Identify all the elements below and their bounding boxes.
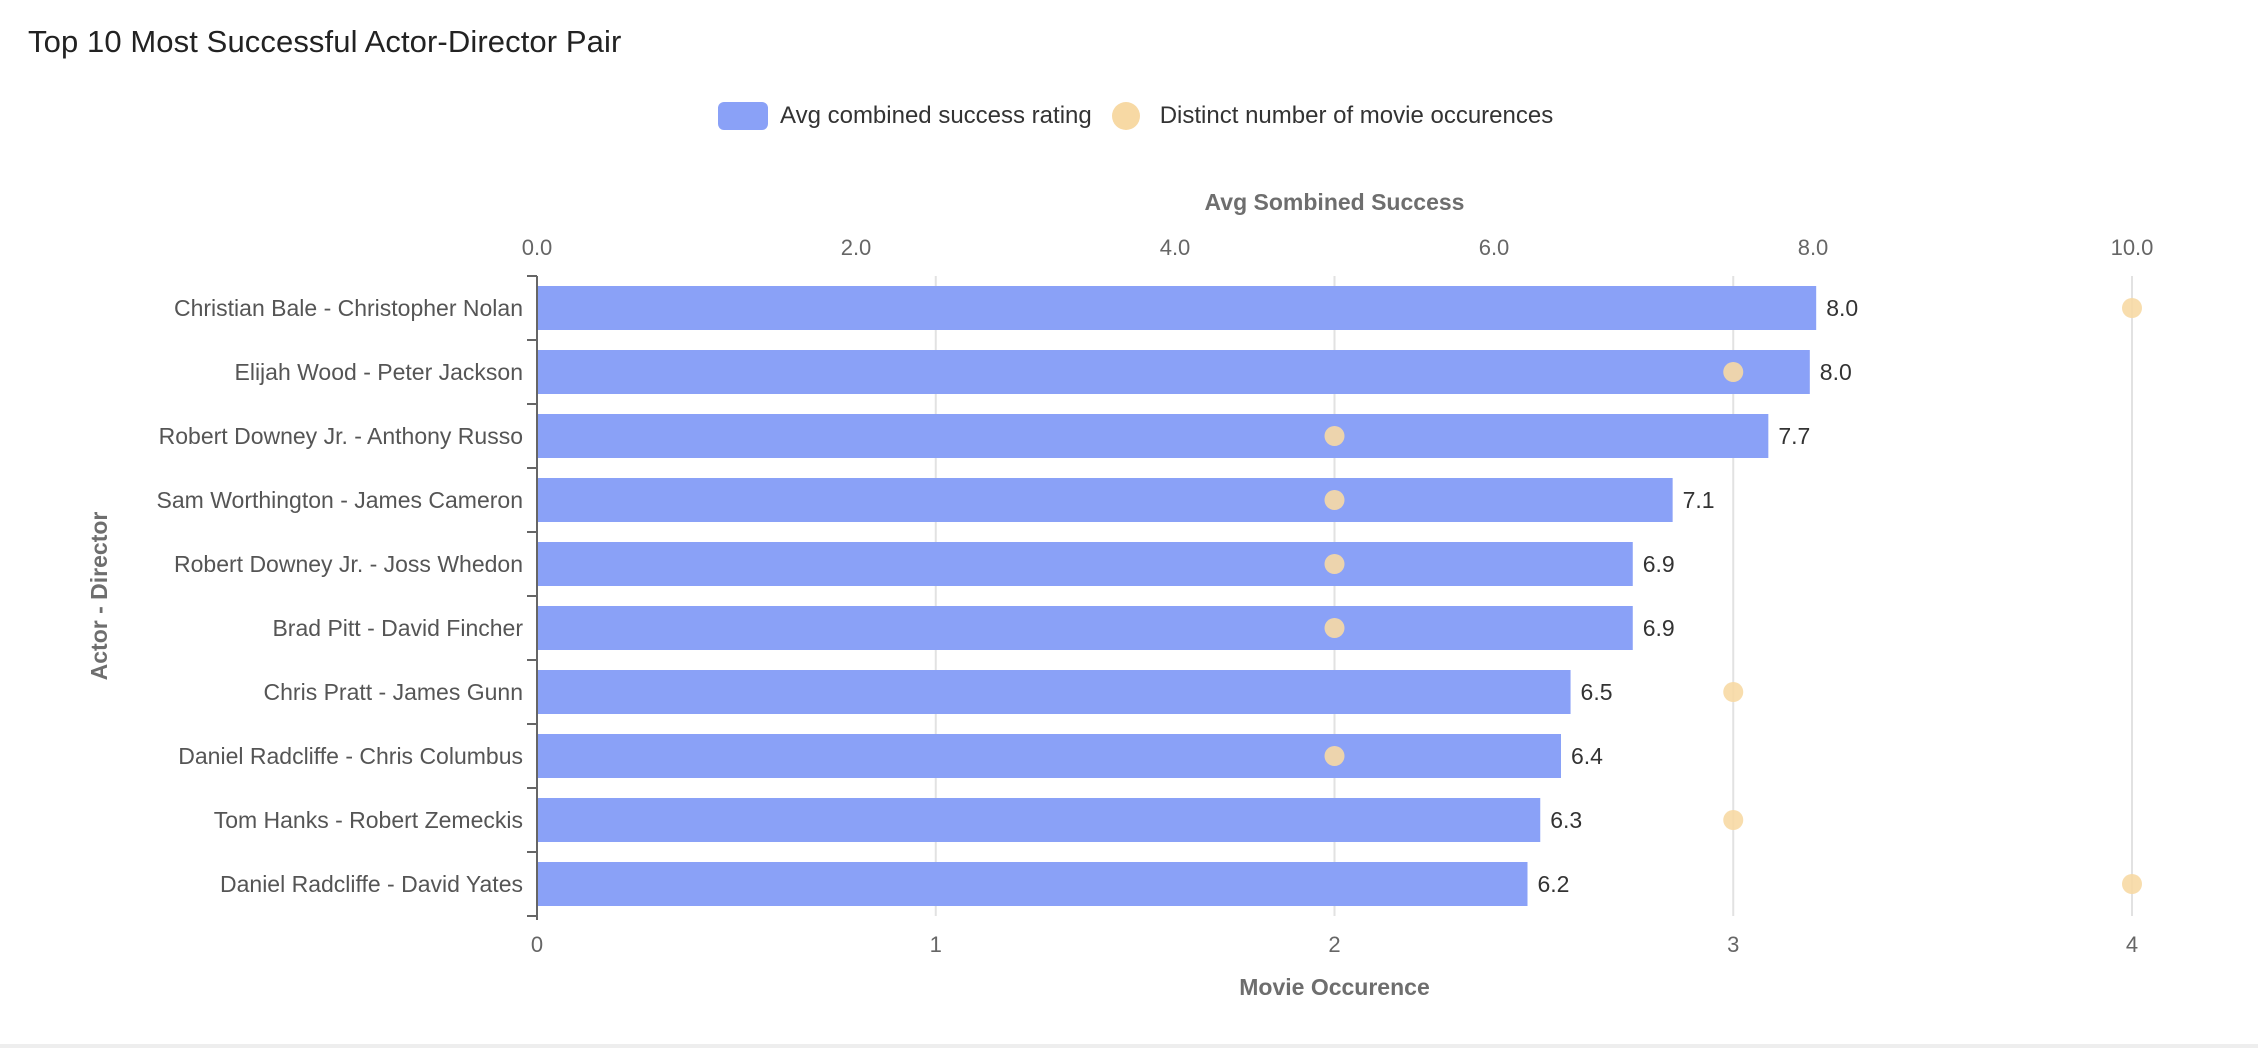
bottom-tick-label: 0 (531, 932, 543, 957)
bottom-tick-label: 1 (930, 932, 942, 957)
bar-6 (537, 606, 1633, 650)
bottom-divider (0, 1044, 2258, 1048)
occurence-dot-2 (1723, 362, 1744, 382)
legend-label-success: Avg combined success rating (780, 102, 1092, 129)
bar-series (537, 286, 1817, 906)
bar-1 (537, 286, 1817, 330)
top-tick-label: 8.0 (1798, 235, 1829, 260)
bar-value-label: 6.3 (1550, 807, 1582, 833)
bar-10 (537, 862, 1528, 906)
bottom-tick-label: 4 (2126, 932, 2138, 957)
occurence-dot-7 (1723, 682, 1744, 702)
top-axis-title: Avg Sombined Success (1205, 189, 1465, 215)
top-tick-label: 2.0 (841, 235, 872, 260)
occurence-dot-9 (1723, 810, 1744, 830)
category-label: Daniel Radcliffe - David Yates (220, 871, 523, 897)
bottom-tick-label: 3 (1727, 932, 1739, 957)
category-label: Brad Pitt - David Fincher (272, 615, 523, 641)
dot-series (1324, 298, 2142, 894)
y-axis-title: Actor - Director (86, 512, 112, 681)
bar-value-label: 6.5 (1581, 679, 1613, 705)
chart-legend: Avg combined success rating Distinct num… (718, 102, 1573, 130)
occurence-dot-10 (2122, 874, 2142, 894)
bar-7 (537, 670, 1571, 714)
occurence-dot-8 (1324, 746, 1345, 766)
category-label: Robert Downey Jr. - Anthony Russo (159, 423, 523, 449)
category-label: Tom Hanks - Robert Zemeckis (214, 807, 523, 833)
top-tick-label: 10.0 (2111, 235, 2154, 260)
category-label: Sam Worthington - James Cameron (157, 487, 523, 513)
occurence-dot-6 (1324, 618, 1345, 638)
category-label: Elijah Wood - Peter Jackson (235, 359, 524, 385)
bar-value-label: 8.0 (1820, 359, 1852, 385)
bar-5 (537, 542, 1633, 586)
chart-title: Top 10 Most Successful Actor-Director Pa… (28, 24, 622, 59)
bar-value-label: 7.1 (1683, 487, 1715, 513)
category-label: Christian Bale - Christopher Nolan (174, 295, 523, 321)
bottom-tick-label: 2 (1328, 932, 1340, 957)
bar-value-label: 6.4 (1571, 743, 1603, 769)
top-tick-label: 6.0 (1479, 235, 1510, 260)
bar-value-label: 7.7 (1778, 423, 1810, 449)
bar-8 (537, 734, 1561, 778)
legend-item-occurences[interactable]: Distinct number of movie occurences (1111, 102, 1554, 130)
legend-item-success[interactable]: Avg combined success rating (718, 102, 1092, 130)
bar-value-label: 8.0 (1826, 295, 1858, 321)
category-label: Chris Pratt - James Gunn (264, 679, 523, 705)
bar-value-label: 6.9 (1643, 615, 1675, 641)
bar-3 (537, 414, 1769, 458)
top-tick-label: 4.0 (1160, 235, 1191, 260)
legend-label-occurences: Distinct number of movie occurences (1159, 102, 1554, 129)
top-tick-label: 0.0 (522, 235, 553, 260)
bar-value-label: 6.2 (1537, 871, 1569, 897)
labels: 8.0 Christian Bale - Christopher Nolan 8.0… (86, 189, 2153, 1000)
legend-dot-swatch (1111, 102, 1140, 130)
occurence-dot-4 (1324, 490, 1345, 510)
bottom-axis-title: Movie Occurence (1239, 974, 1429, 1000)
bar-2 (537, 350, 1810, 394)
occurence-dot-5 (1324, 554, 1345, 574)
category-label: Daniel Radcliffe - Chris Columbus (178, 743, 523, 769)
occurence-dot-1 (2122, 298, 2142, 318)
axes (527, 275, 538, 920)
bar-value-label: 6.9 (1643, 551, 1675, 577)
occurence-dot-3 (1324, 426, 1345, 446)
bar-9 (537, 798, 1541, 842)
legend-bar-swatch (718, 102, 768, 130)
category-label: Robert Downey Jr. - Joss Whedon (174, 551, 523, 577)
bar-4 (537, 478, 1673, 522)
